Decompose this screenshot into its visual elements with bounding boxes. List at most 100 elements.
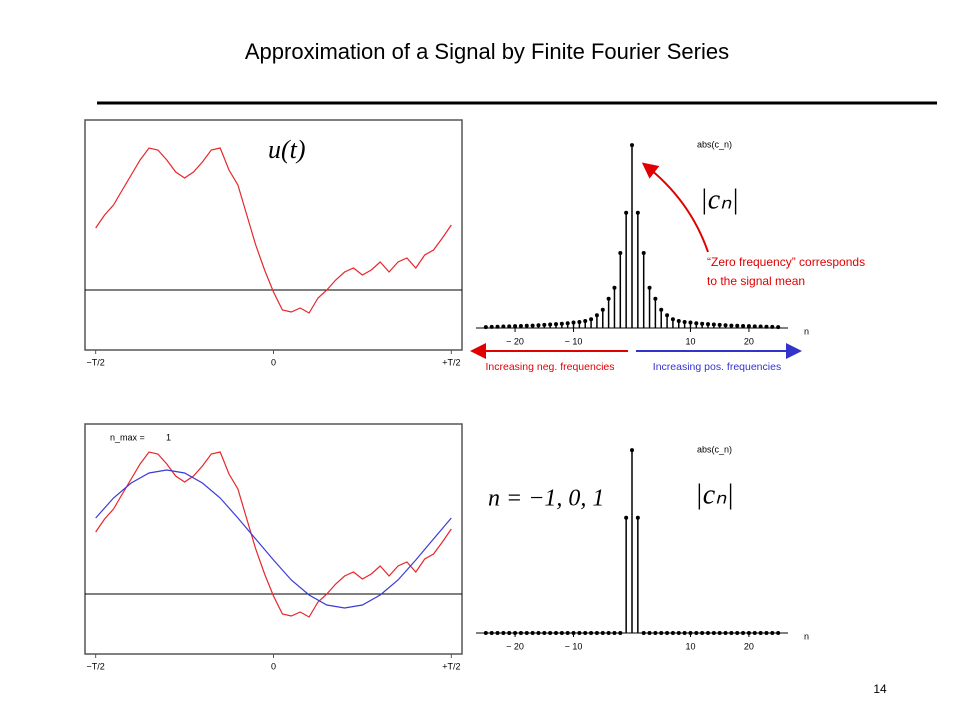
stem-dot <box>676 319 681 324</box>
stem-dot <box>600 631 605 635</box>
mean-arrow <box>641 162 709 253</box>
stem-dot <box>559 321 564 326</box>
stem-dot <box>694 631 699 635</box>
stem-dot <box>688 320 693 325</box>
stem-dot <box>501 324 506 329</box>
coef-label: |cₙ| <box>695 479 734 510</box>
stem-dot <box>694 321 699 326</box>
stem-dot <box>489 324 494 329</box>
stem-dot <box>758 324 763 329</box>
stem-dot <box>723 631 728 635</box>
stem-dot <box>495 324 500 329</box>
stem-dot <box>612 631 617 635</box>
signal-line <box>95 469 452 609</box>
stem-dot <box>559 631 564 635</box>
stem-dot <box>653 631 658 635</box>
stem-dot <box>548 322 553 327</box>
stem-dot <box>706 631 710 635</box>
stem-dot <box>565 631 570 635</box>
signal-label: u(t) <box>268 135 306 164</box>
note-line: to the signal mean <box>707 274 805 288</box>
stem-dot <box>536 323 541 328</box>
stem-dot <box>589 631 594 635</box>
x-tick-label: −T/2 <box>87 661 105 671</box>
x-tick-label: +T/2 <box>442 661 460 671</box>
stem-dot <box>659 307 664 312</box>
stem-dot <box>513 631 518 635</box>
stem-dot <box>746 631 751 635</box>
x-tick-label: 0 <box>271 357 276 367</box>
x-tick-label: − 10 <box>565 641 583 651</box>
arrow-label: Increasing pos. frequencies <box>653 361 781 373</box>
stem-dot <box>752 631 757 635</box>
x-tick-label: −T/2 <box>87 357 105 367</box>
stem-dot <box>752 324 757 329</box>
stem-dot <box>717 631 722 635</box>
stem-dot <box>542 322 547 327</box>
stem-dot <box>606 296 611 301</box>
stem-dot <box>483 631 488 635</box>
x-tick-label: − 20 <box>506 641 524 651</box>
stem-dot <box>770 631 775 635</box>
stem-dot <box>647 631 652 635</box>
stem-dot <box>641 631 646 635</box>
stem-dot <box>530 323 535 328</box>
x-tick-label: 20 <box>744 336 754 346</box>
x-tick-label: 0 <box>271 661 276 671</box>
stem-dot <box>635 515 640 520</box>
stem-dot <box>711 322 716 327</box>
stem-dot <box>665 631 670 635</box>
stem-dot <box>618 631 623 635</box>
stem-dot <box>554 322 558 327</box>
stem-dot <box>741 631 746 635</box>
stem-dot <box>624 515 629 520</box>
stem-dot <box>600 307 605 312</box>
stem-dot <box>647 285 652 290</box>
stem-dot <box>571 631 576 635</box>
x-axis-label: n <box>804 631 809 641</box>
stem-dot <box>746 324 751 329</box>
stem-dot <box>700 631 705 635</box>
stem-dot <box>594 631 599 635</box>
stem-dot <box>524 631 529 635</box>
stem-dot <box>530 631 535 635</box>
stem-dot <box>630 448 634 453</box>
stem-dot <box>489 631 494 635</box>
stem-dot <box>706 322 710 327</box>
stem-dot <box>741 323 746 328</box>
stem-dot <box>764 631 769 635</box>
stem-dot <box>495 631 500 635</box>
stem-dot <box>577 631 582 635</box>
stem-dot <box>676 631 681 635</box>
signal-line <box>95 451 452 618</box>
stem-dot <box>758 631 763 635</box>
stem-dot <box>565 321 570 326</box>
stem-dot <box>665 313 670 318</box>
stem-dot <box>653 296 658 301</box>
x-tick-label: 10 <box>685 336 695 346</box>
coef-label: |cₙ| <box>700 184 739 215</box>
stem-dot <box>518 631 523 635</box>
stem-dot <box>624 210 629 215</box>
signal-line <box>95 147 452 314</box>
x-tick-label: 20 <box>744 641 754 651</box>
stem-dot <box>542 631 547 635</box>
stem-dot <box>735 323 740 328</box>
stem-dot <box>764 324 769 329</box>
nmax-label: n_max = <box>110 432 145 442</box>
x-axis-label: n <box>804 326 809 336</box>
plot-label: abs(c_n) <box>697 139 732 149</box>
stem-dot <box>507 631 512 635</box>
page-number: 14 <box>873 682 887 696</box>
stem-dot <box>518 323 523 328</box>
stem-dot <box>723 323 728 328</box>
stem-dot <box>483 325 488 330</box>
stem-dot <box>717 322 722 327</box>
stem-dot <box>711 631 716 635</box>
stem-dot <box>554 631 558 635</box>
stem-dot <box>548 631 553 635</box>
formula: n = −1, 0, 1 <box>488 486 604 512</box>
plot-frame <box>84 423 463 655</box>
stem-dot <box>630 143 634 148</box>
